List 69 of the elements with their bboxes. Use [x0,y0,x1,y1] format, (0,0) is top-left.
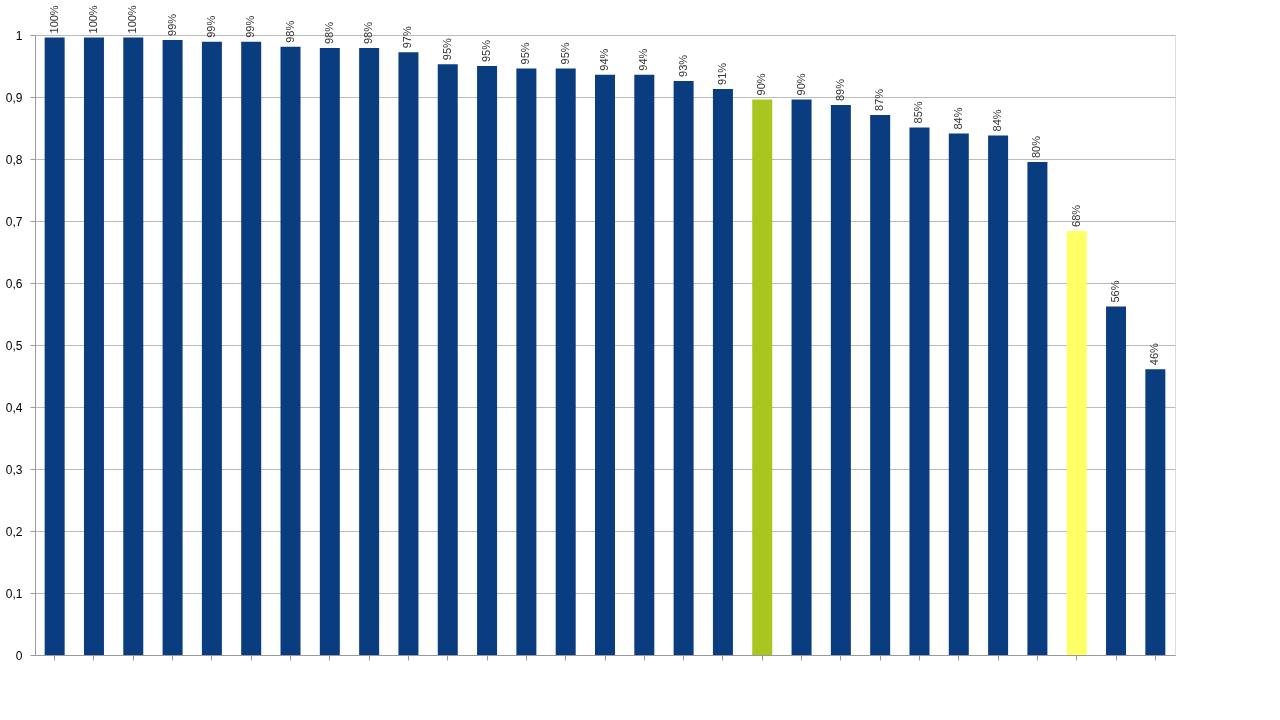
y-tick-label: 0,7 [5,214,23,229]
data-label: 91% [715,62,728,85]
data-label: 56% [1109,280,1122,303]
bar [319,48,340,655]
data-label: 90% [794,73,807,96]
bar [44,37,65,655]
bar [634,74,655,655]
data-label: 99% [204,15,217,38]
data-label: 99% [165,13,178,36]
bar [162,39,183,655]
y-tick-label: 0,8 [5,152,23,167]
bar [359,48,380,655]
data-label: 94% [637,48,650,71]
bar [280,46,301,655]
bar [909,127,930,655]
bar [1066,230,1087,655]
data-label: 89% [833,78,846,102]
y-tick-label: 0,5 [5,338,23,353]
data-label: 84% [991,109,1004,132]
bar [1106,306,1127,655]
bar [791,99,812,655]
data-label: 99% [244,15,257,38]
data-label: 95% [440,37,453,61]
data-label: 46% [1148,342,1161,366]
bar [398,52,419,655]
bar [673,80,694,655]
data-label: 93% [676,54,689,77]
data-label: 85% [912,101,925,124]
bar [123,37,144,655]
bar [241,41,262,655]
bar [1027,162,1048,655]
y-tick-label: 0,6 [5,276,23,291]
data-label: 68% [1069,204,1082,227]
data-label: 97% [401,26,414,49]
bar [83,37,104,655]
bar [870,114,891,655]
y-tick-label: 0,1 [5,586,23,601]
bar [477,66,498,655]
data-label: 94% [598,48,610,71]
y-tick-label: 0,4 [5,400,23,415]
y-tick-label: 1 [15,28,23,43]
data-label: 100% [126,5,139,34]
data-label: 98% [283,20,296,43]
bar [555,68,576,655]
bar [988,135,1009,655]
data-label: 100% [47,5,60,34]
data-label: 100% [86,5,99,34]
bar [595,74,615,655]
y-tick-label: 0,3 [5,462,23,477]
bar [712,88,733,655]
data-label: 98% [322,21,335,45]
bar [437,64,458,655]
data-label: 95% [519,42,532,65]
data-label: 98% [362,21,375,45]
bar [201,41,222,655]
bar [752,99,773,655]
bar [516,68,537,655]
bar [948,133,969,655]
y-tick-label: 0,9 [5,90,23,105]
data-label: 80% [1030,135,1043,159]
data-label: 90% [755,73,768,96]
data-label: 95% [558,42,571,65]
data-label: 84% [951,107,964,130]
bar [1145,369,1166,655]
data-label: 87% [873,88,886,111]
y-tick-label: 0,2 [5,524,23,539]
data-label: 95% [480,39,493,62]
bar [830,105,851,655]
y-tick-label: 0 [15,648,23,663]
